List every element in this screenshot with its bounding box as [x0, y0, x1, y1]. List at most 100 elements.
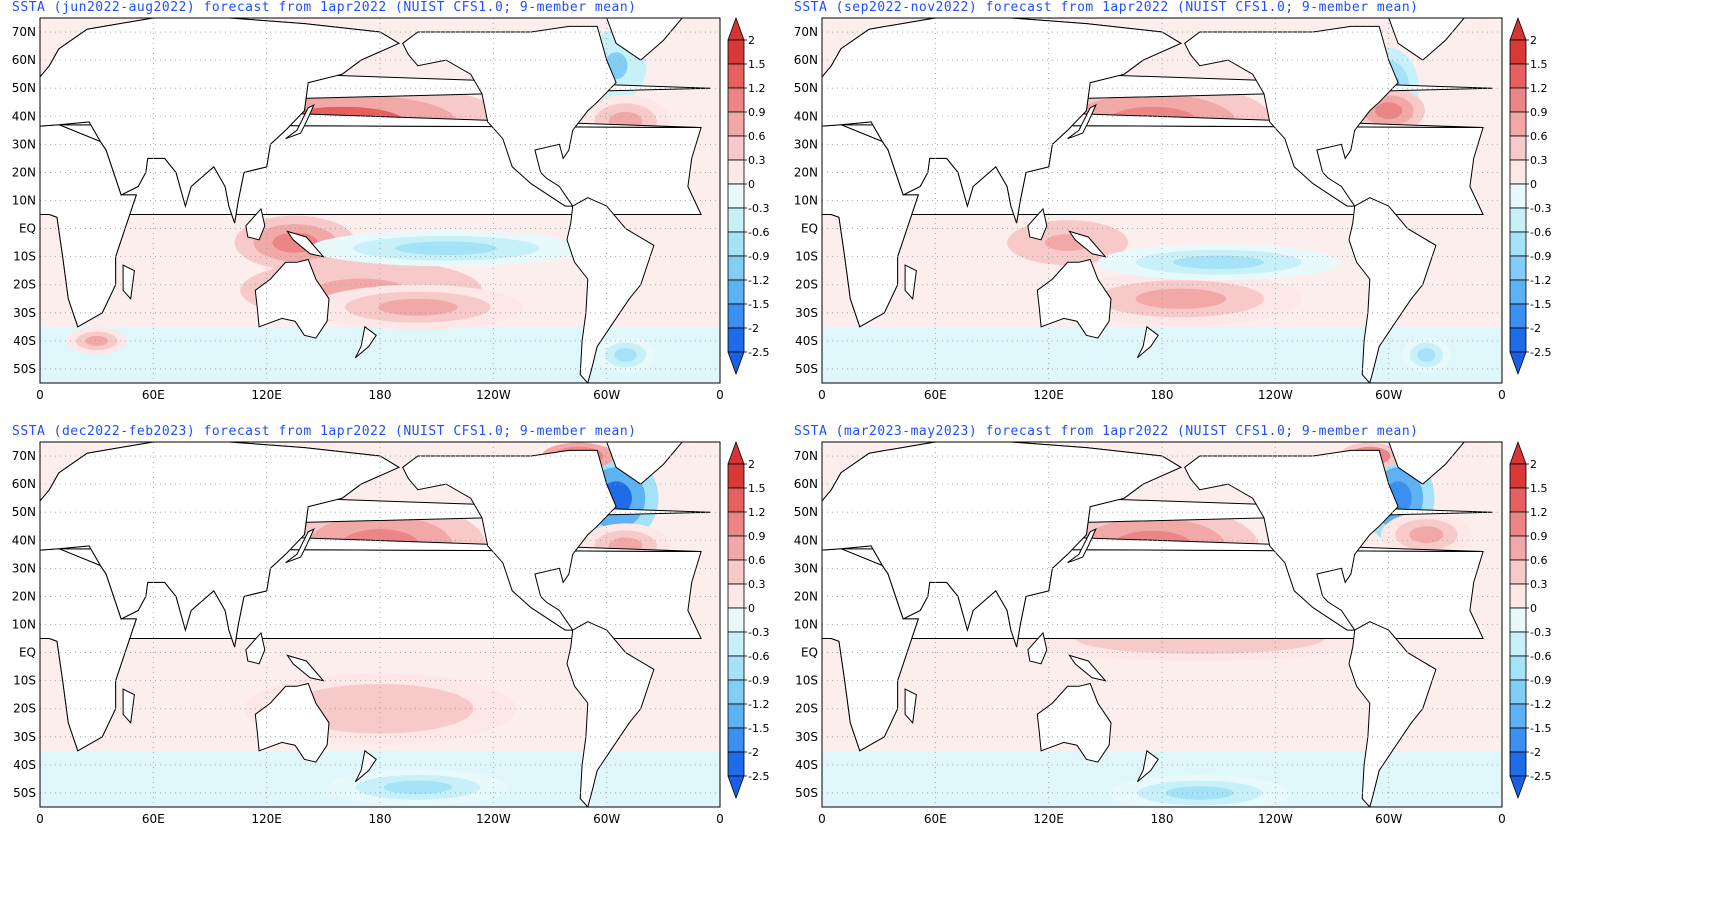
colorbar-segment [727, 703, 745, 729]
colorbar-label: 0 [748, 178, 755, 191]
colorbar-segment [1509, 751, 1527, 777]
colorbar-label: 0 [1530, 178, 1537, 191]
lat-tick-label: 20N [12, 165, 36, 179]
colorbar-label: -0.6 [748, 650, 769, 663]
lon-tick-label: 180 [369, 812, 392, 826]
borneo-outline [245, 207, 266, 241]
colorbar-segment [727, 231, 745, 257]
colorbar-top-arrow [727, 440, 745, 465]
lat-tick-label: 50N [794, 81, 818, 95]
colorbar-label: -0.3 [1530, 626, 1551, 639]
colorbar-label: 0.9 [748, 106, 766, 119]
colorbar-segment [727, 39, 745, 65]
japan-outline [285, 103, 315, 140]
lat-tick-label: 50S [795, 362, 818, 376]
map-frame [821, 17, 1503, 384]
colorbar-bottom-arrow [1509, 775, 1527, 800]
map-frame [39, 441, 721, 808]
lat-tick-label: 10S [795, 674, 818, 688]
colorbar-label: -2.5 [1530, 346, 1551, 359]
lat-tick-label: 60N [794, 477, 818, 491]
colorbar-label: -2 [748, 322, 759, 335]
colorbar-label: 0.6 [748, 554, 766, 567]
borneo-outline [1027, 207, 1048, 241]
colorbar-segment [1509, 511, 1527, 537]
colorbar-segment [1509, 607, 1527, 633]
lat-tick-label: 40S [13, 334, 36, 348]
colorbar-segment [727, 559, 745, 585]
colorbar-segment [1509, 631, 1527, 657]
colorbar-label: -1.2 [748, 698, 769, 711]
anomaly-neg-7-contour-2 [614, 348, 637, 362]
colorbar-label: 2 [748, 458, 755, 471]
eurasia-outline-wrap [40, 442, 400, 648]
colorbar-segment [1509, 111, 1527, 137]
lon-tick-label: 0 [818, 388, 826, 402]
lat-tick-label: 40N [12, 533, 36, 547]
new-zealand-outline [354, 749, 377, 783]
colorbar-label: -2 [1530, 746, 1541, 759]
eurasia-outline-wrap [822, 18, 1182, 224]
colorbar-label: -0.6 [1530, 226, 1551, 239]
colorbar-segment [1509, 279, 1527, 305]
madagascar-outline [122, 688, 135, 724]
panel-title: SSTA (mar2023-may2023) forecast from 1ap… [794, 424, 1419, 439]
lon-tick-label: 180 [1151, 388, 1174, 402]
lon-tick-label: 0 [1498, 388, 1506, 402]
lon-tick-label: 60E [142, 388, 165, 402]
lat-tick-label: 50S [13, 786, 36, 800]
colorbar-label: 0.9 [1530, 530, 1548, 543]
colorbar-bottom-arrow [727, 351, 745, 376]
colorbar-label: -1.5 [1530, 722, 1551, 735]
colorbar-segment [1509, 535, 1527, 561]
colorbar-label: 0.6 [748, 130, 766, 143]
colorbar: 2 1.5 1.2 0.9 0.6 0.3 0 -0.3 -0.6 -0.9 -1.2 -1.5 -2 -… [727, 440, 769, 800]
new-guinea-outline [1068, 654, 1107, 682]
lat-tick-label: 70N [12, 449, 36, 463]
anomaly-pos-2-contour-2 [378, 298, 458, 316]
colorbar-top-arrow [1509, 440, 1527, 465]
lat-tick-label: 60N [12, 53, 36, 67]
anomaly-pos-1-contour-2 [1135, 288, 1227, 309]
colorbar-label: 2 [1530, 458, 1537, 471]
lat-tick-label: 20N [12, 589, 36, 603]
colorbar-label: -1.2 [1530, 698, 1551, 711]
colorbar-label: -0.3 [1530, 202, 1551, 215]
lon-tick-label: 120E [1033, 812, 1064, 826]
lat-tick-label: 50N [12, 81, 36, 95]
colorbar-label: 0 [1530, 602, 1537, 615]
panel-title: SSTA (sep2022-nov2022) forecast from 1ap… [794, 0, 1419, 15]
colorbar-label: 1.2 [1530, 82, 1548, 95]
colorbar-label: 1.5 [748, 58, 766, 71]
colorbar-label: -0.9 [1530, 250, 1551, 263]
panel-title: SSTA (jun2022-aug2022) forecast from 1ap… [12, 0, 637, 15]
ssta-field [822, 442, 1502, 807]
colorbar-label: -2 [748, 746, 759, 759]
lat-tick-label: 60N [794, 53, 818, 67]
new-zealand-outline [1136, 749, 1159, 783]
anomaly-neg-5-contour-2 [1165, 786, 1234, 800]
lat-tick-label: 40S [795, 334, 818, 348]
north-america-outline [402, 25, 617, 207]
madagascar-outline [904, 688, 917, 724]
greenland-outline [606, 18, 683, 61]
colorbar-label: -1.2 [1530, 274, 1551, 287]
colorbar-segment [727, 535, 745, 561]
colorbar-segment [727, 87, 745, 113]
eurasia-outline-wrap [822, 442, 1182, 648]
lat-tick-label: 70N [12, 25, 36, 39]
lon-tick-label: 0 [36, 388, 44, 402]
colorbar-segment [1509, 159, 1527, 185]
colorbar-segment [727, 159, 745, 185]
lon-tick-label: 0 [1498, 812, 1506, 826]
colorbar-label: 0.6 [1530, 554, 1548, 567]
lon-tick-label: 120W [476, 388, 511, 402]
lat-tick-label: 20N [794, 165, 818, 179]
colorbar: 2 1.5 1.2 0.9 0.6 0.3 0 -0.3 -0.6 -0.9 -1.2 -1.5 -2 -… [1509, 440, 1551, 800]
lat-tick-label: 20S [13, 278, 36, 292]
colorbar-segment [727, 63, 745, 89]
colorbar-label: 0.3 [748, 154, 766, 167]
colorbar-segment [1509, 63, 1527, 89]
colorbar-label: -0.6 [1530, 650, 1551, 663]
colorbar-segment [1509, 87, 1527, 113]
